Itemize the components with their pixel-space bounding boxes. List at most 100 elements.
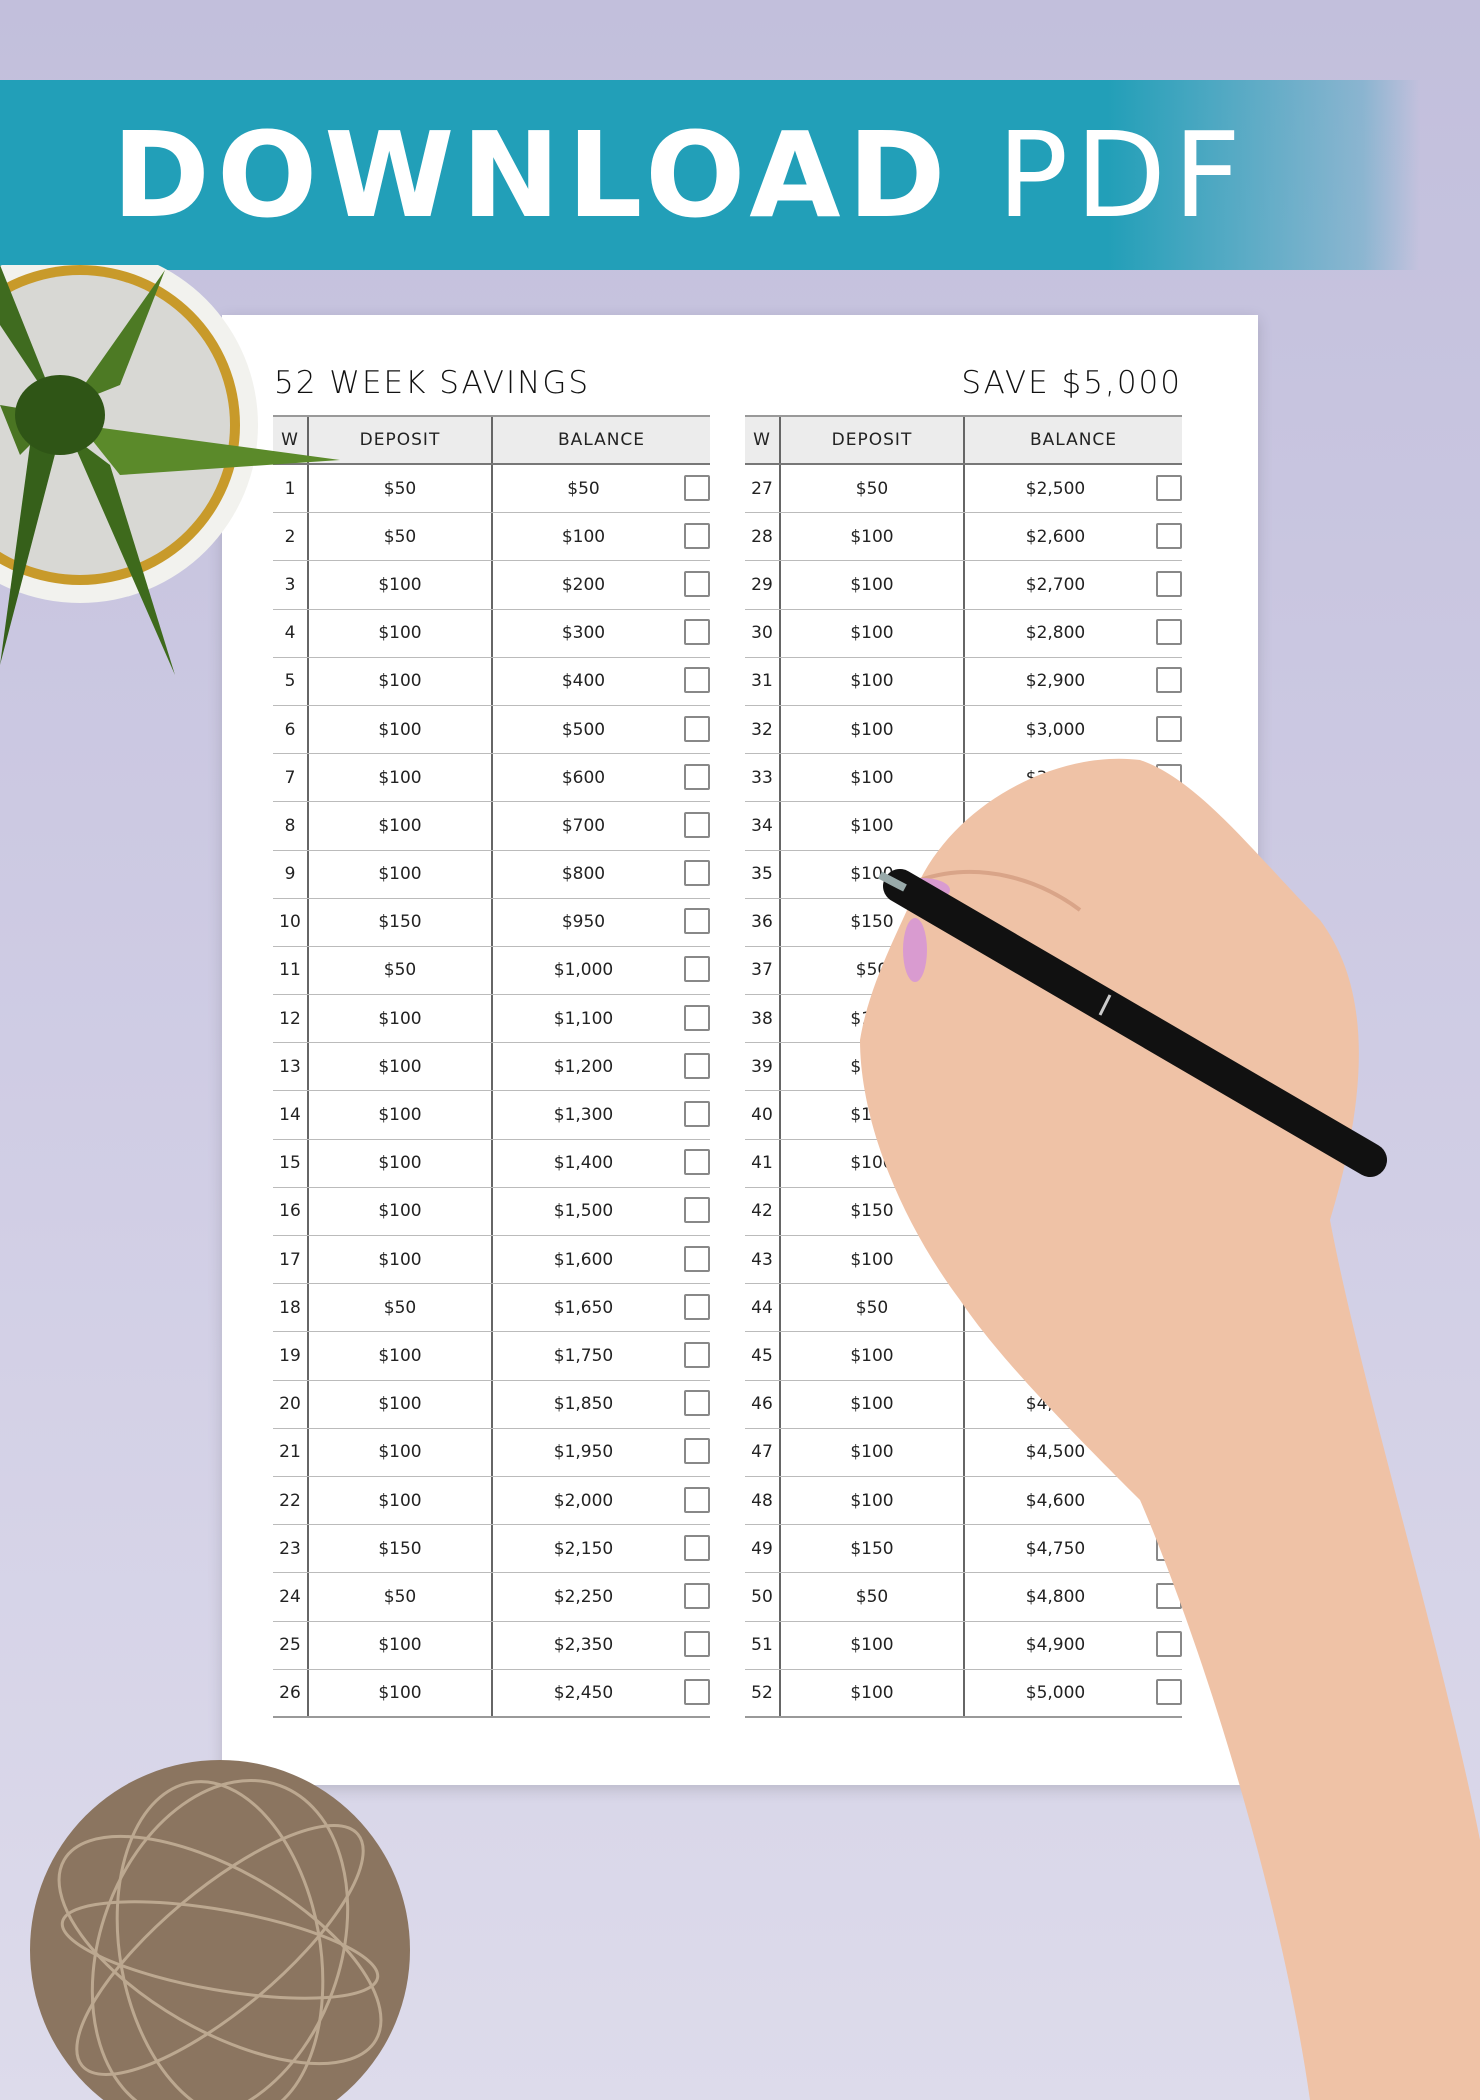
week-checkbox[interactable] xyxy=(1156,1582,1182,1609)
savings-table-left: W DEPOSIT BALANCE 1 $50 $50 2 $50 $100 3 $100 $2… xyxy=(273,415,710,1718)
balance-amount: $2,000 xyxy=(553,1490,614,1511)
deposit-amount: $100 xyxy=(309,657,493,705)
week-checkbox[interactable] xyxy=(684,811,710,838)
table-row: 13 $100 $1,200 xyxy=(273,1043,710,1092)
week-number: 47 xyxy=(745,1428,781,1476)
table-row: 20 $100 $1,850 xyxy=(273,1380,710,1429)
week-checkbox[interactable] xyxy=(1156,522,1182,549)
week-checkbox[interactable] xyxy=(1156,715,1182,742)
week-checkbox[interactable] xyxy=(1156,811,1182,838)
deposit-amount: $100 xyxy=(309,1669,493,1716)
table-row: 35 $100 $3,300 xyxy=(745,850,1182,899)
week-checkbox[interactable] xyxy=(1156,956,1182,983)
deposit-amount: $100 xyxy=(781,802,965,850)
deposit-amount: $50 xyxy=(781,465,965,513)
week-checkbox[interactable] xyxy=(684,1293,710,1320)
balance-amount: $5,000 xyxy=(1025,1682,1086,1703)
week-checkbox[interactable] xyxy=(684,474,710,501)
balance-amount: $4,800 xyxy=(1025,1586,1086,1607)
week-number: 16 xyxy=(273,1187,309,1235)
week-checkbox[interactable] xyxy=(1156,1341,1182,1368)
week-checkbox[interactable] xyxy=(684,1341,710,1368)
week-checkbox[interactable] xyxy=(1156,1631,1182,1658)
week-checkbox[interactable] xyxy=(684,1390,710,1417)
week-checkbox[interactable] xyxy=(684,1534,710,1561)
week-checkbox[interactable] xyxy=(1156,763,1182,790)
balance-amount: $4,200 xyxy=(1025,1297,1086,1318)
sheet-title: 52 WEEK SAVINGS xyxy=(274,365,591,401)
savings-sheet: 52 WEEK SAVINGS SAVE $5,000 W DEPOSIT BA… xyxy=(222,315,1258,1785)
balance-cell: $1,850 xyxy=(493,1381,710,1428)
week-checkbox[interactable] xyxy=(1156,1052,1182,1079)
week-checkbox[interactable] xyxy=(684,570,710,597)
week-checkbox[interactable] xyxy=(684,1052,710,1079)
balance-amount: $3,600 xyxy=(1025,1008,1086,1029)
balance-amount: $4,050 xyxy=(1025,1201,1086,1222)
table-row: 45 $100 $4,300 xyxy=(745,1332,1182,1381)
week-checkbox[interactable] xyxy=(684,908,710,935)
week-checkbox[interactable] xyxy=(1156,1534,1182,1561)
week-checkbox[interactable] xyxy=(684,860,710,887)
week-checkbox[interactable] xyxy=(1156,1101,1182,1128)
table-row: 37 $50 $3,500 xyxy=(745,946,1182,996)
week-checkbox[interactable] xyxy=(684,1197,710,1224)
balance-cell: $400 xyxy=(493,658,710,705)
week-checkbox[interactable] xyxy=(1156,1438,1182,1465)
week-checkbox[interactable] xyxy=(1156,860,1182,887)
week-checkbox[interactable] xyxy=(1156,1678,1182,1705)
table-row: 21 $100 $1,950 xyxy=(273,1428,710,1477)
week-number: 25 xyxy=(273,1621,309,1669)
balance-cell: $1,100 xyxy=(493,995,710,1042)
balance-amount: $3,200 xyxy=(1025,815,1086,836)
balance-cell: $800 xyxy=(493,851,710,898)
download-pdf-banner[interactable]: DOWNLOAD PDF xyxy=(0,80,1420,270)
week-checkbox[interactable] xyxy=(1156,908,1182,935)
deposit-amount: $100 xyxy=(309,1043,493,1091)
week-checkbox[interactable] xyxy=(1156,1486,1182,1513)
balance-amount: $2,700 xyxy=(1025,574,1086,595)
week-checkbox[interactable] xyxy=(1156,1004,1182,1031)
week-number: 50 xyxy=(745,1573,781,1621)
week-checkbox[interactable] xyxy=(684,1149,710,1176)
deposit-amount: $100 xyxy=(309,561,493,609)
week-checkbox[interactable] xyxy=(1156,474,1182,501)
week-number: 20 xyxy=(273,1380,309,1428)
week-checkbox[interactable] xyxy=(1156,1293,1182,1320)
week-checkbox[interactable] xyxy=(1156,667,1182,694)
week-number: 13 xyxy=(273,1043,309,1091)
week-checkbox[interactable] xyxy=(684,522,710,549)
week-checkbox[interactable] xyxy=(1156,570,1182,597)
week-checkbox[interactable] xyxy=(684,1631,710,1658)
deposit-amount: $100 xyxy=(309,1476,493,1525)
balance-cell: $4,750 xyxy=(965,1525,1182,1572)
week-checkbox[interactable] xyxy=(684,1678,710,1705)
week-checkbox[interactable] xyxy=(684,1101,710,1128)
week-checkbox[interactable] xyxy=(684,1582,710,1609)
balance-cell: $2,000 xyxy=(493,1477,710,1524)
balance-cell: $500 xyxy=(493,706,710,753)
week-number: 52 xyxy=(745,1669,781,1716)
week-checkbox[interactable] xyxy=(684,1438,710,1465)
week-number: 9 xyxy=(273,850,309,898)
week-checkbox[interactable] xyxy=(1156,619,1182,646)
week-number: 22 xyxy=(273,1476,309,1525)
week-checkbox[interactable] xyxy=(684,667,710,694)
week-checkbox[interactable] xyxy=(684,763,710,790)
balance-cell: $3,100 xyxy=(965,754,1182,801)
week-checkbox[interactable] xyxy=(684,1245,710,1272)
week-checkbox[interactable] xyxy=(1156,1390,1182,1417)
balance-amount: $600 xyxy=(561,767,606,788)
balance-cell: $3,200 xyxy=(965,802,1182,849)
week-number: 15 xyxy=(273,1139,309,1187)
week-checkbox[interactable] xyxy=(684,715,710,742)
balance-header: BALANCE xyxy=(557,430,646,450)
week-checkbox[interactable] xyxy=(1156,1197,1182,1224)
week-checkbox[interactable] xyxy=(684,956,710,983)
week-checkbox[interactable] xyxy=(1156,1149,1182,1176)
week-checkbox[interactable] xyxy=(684,619,710,646)
week-checkbox[interactable] xyxy=(1156,1245,1182,1272)
week-checkbox[interactable] xyxy=(684,1004,710,1031)
download-pdf-label[interactable]: DOWNLOAD PDF xyxy=(112,106,1248,244)
week-checkbox[interactable] xyxy=(684,1486,710,1513)
banner-light-text: PDF xyxy=(997,106,1248,244)
